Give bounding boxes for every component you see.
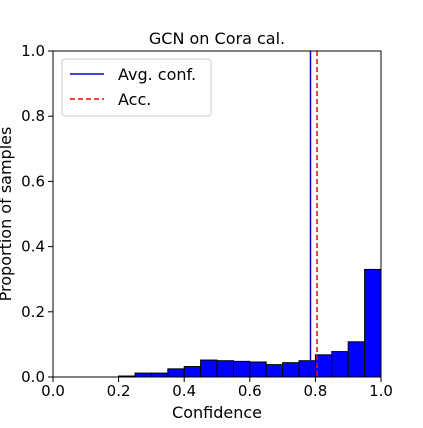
x-tick-label: 0.8 [303,382,327,400]
x-tick-label: 0.6 [238,382,262,400]
x-tick-label: 1.0 [369,382,393,400]
y-tick-label: 1.0 [21,42,45,60]
y-tick-label: 0.8 [21,107,45,125]
x-tick-label: 0.4 [172,382,196,400]
histogram-bar-4 [183,366,202,378]
y-ticks-layer: 0.0 0.2 0.4 0.6 0.8 1.0 [21,42,53,386]
y-tick-label: 0.4 [21,238,45,256]
y-tick-label: 0.6 [21,172,45,190]
y-tick-label: 0.0 [21,368,45,386]
histogram-bar-1 [134,372,152,378]
histogram-bar-2 [150,372,169,378]
y-tick-label: 0.2 [21,303,45,321]
x-ticks-layer: 0.0 0.2 0.4 0.6 0.8 1.0 [41,377,393,400]
y-axis-title: Proportion of samples [0,127,15,302]
legend-label-acc: Acc. [118,90,151,109]
histogram-bar-10 [282,362,300,378]
histogram-bar-3 [167,368,185,378]
histogram-bar-15 [364,268,382,378]
histogram-bar-7 [232,360,251,378]
histogram-bar-9 [265,364,284,378]
bars-layer [118,268,382,378]
histogram-bar-11 [298,360,316,378]
histogram-bar-6 [216,360,234,378]
chart-title: GCN on Cora cal. [149,29,285,48]
histogram-bar-12 [314,354,333,378]
legend-label-avg-conf: Avg. conf. [118,65,196,84]
histogram-bar-8 [249,361,267,378]
legend: Avg. conf. Acc. [61,58,212,117]
histogram-bar-5 [200,359,218,378]
x-axis-title: Confidence [172,403,262,422]
x-tick-label: 0.2 [107,382,131,400]
reference-lines-layer [309,51,318,377]
plot-frame [52,50,382,378]
histogram-bar-14 [347,341,366,378]
x-tick-label: 0.0 [41,382,65,400]
histogram-bar-13 [331,351,349,378]
